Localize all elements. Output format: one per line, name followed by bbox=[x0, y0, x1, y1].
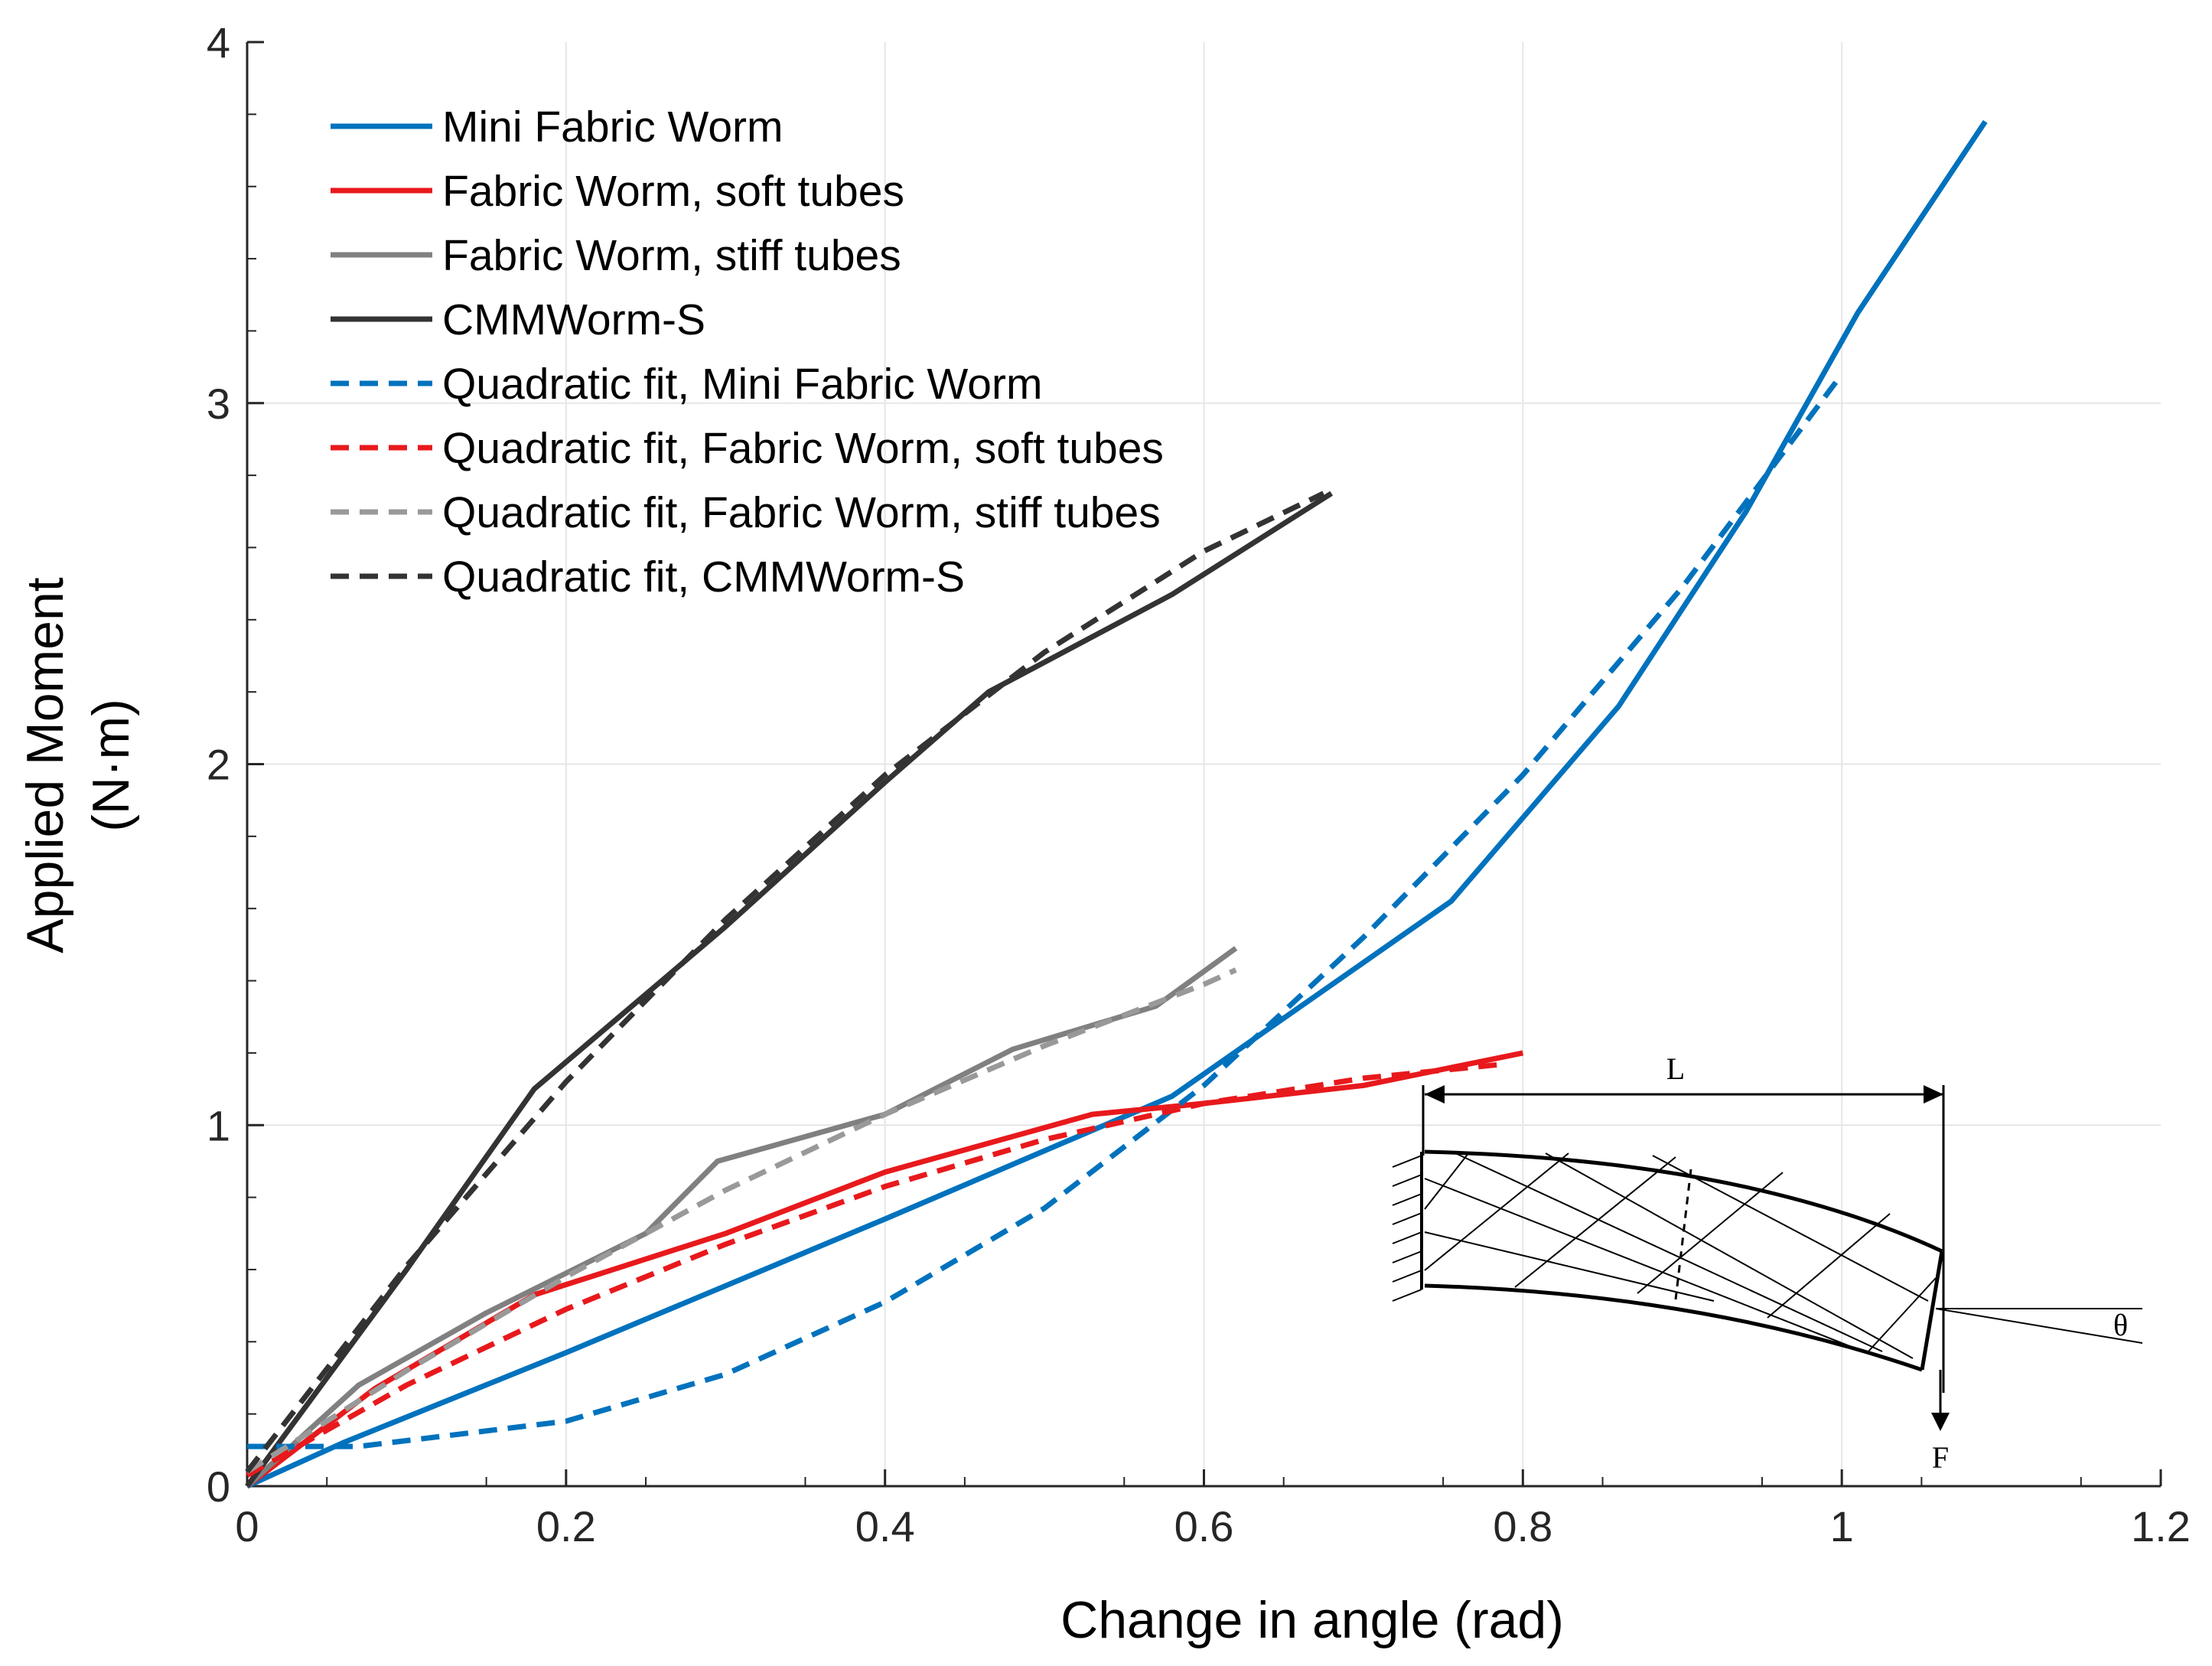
series-line-5 bbox=[247, 372, 1845, 1449]
series-group bbox=[245, 119, 1988, 1489]
x-tick-label: 0.4 bbox=[855, 1502, 915, 1550]
inset-angle-label: θ bbox=[2113, 1308, 2128, 1342]
legend-label-2: Fabric Worm, soft tubes bbox=[442, 167, 904, 216]
x-axis-title: Change in angle (rad) bbox=[1060, 1591, 1564, 1649]
inset-beam-bottom-edge bbox=[1424, 1283, 1923, 1372]
inset-deflection-line bbox=[1935, 1308, 2143, 1344]
series-line-4 bbox=[245, 491, 1334, 1488]
series-line-1 bbox=[246, 119, 1988, 1489]
x-tick-label: 0.8 bbox=[1493, 1502, 1552, 1550]
series-line-3 bbox=[245, 946, 1238, 1488]
inset-length-label: L bbox=[1666, 1051, 1685, 1086]
legend: Mini Fabric Worm Fabric Worm, soft tubes F… bbox=[331, 103, 1164, 602]
inset-beam-diagram: L θ F bbox=[1392, 1051, 2143, 1475]
x-tick-label: 0.2 bbox=[536, 1502, 596, 1550]
legend-label-1: Mini Fabric Worm bbox=[442, 103, 783, 152]
x-tick-label: 1.2 bbox=[2131, 1502, 2191, 1550]
grid-lines bbox=[247, 42, 2161, 1486]
legend-label-4: CMMWorm-S bbox=[442, 295, 705, 344]
series-line-7 bbox=[246, 967, 1237, 1475]
y-tick-label: 4 bbox=[207, 18, 230, 67]
y-axis-title-line1: Applied Moment bbox=[16, 577, 74, 953]
x-tick-label: 0 bbox=[235, 1502, 259, 1550]
inset-beam-end-face bbox=[1920, 1250, 1944, 1371]
legend-label-6: Quadratic fit, Fabric Worm, soft tubes bbox=[442, 424, 1164, 473]
series-line-8 bbox=[245, 491, 1325, 1474]
inset-braid-lines bbox=[1424, 1152, 1937, 1359]
inset-wall-hatching bbox=[1392, 1155, 1422, 1302]
y-axis-title: Applied Moment (N·m) bbox=[16, 577, 140, 953]
y-tick-label: 2 bbox=[207, 741, 230, 789]
legend-label-3: Fabric Worm, stiff tubes bbox=[442, 231, 901, 280]
legend-label-7: Quadratic fit, Fabric Worm, stiff tubes bbox=[442, 488, 1161, 537]
legend-label-5: Quadratic fit, Mini Fabric Worm bbox=[442, 360, 1042, 409]
x-tick-label: 1 bbox=[1830, 1502, 1854, 1550]
y-tick-label: 1 bbox=[207, 1101, 230, 1149]
x-tick-label: 0.6 bbox=[1174, 1502, 1234, 1550]
series-line-6 bbox=[246, 1061, 1507, 1478]
y-tick-label: 3 bbox=[207, 380, 230, 428]
axes: 0 0.2 0.4 0.6 0.8 1 1.2 0 1 2 3 4 bbox=[207, 18, 2191, 1550]
y-tick-label: 0 bbox=[207, 1462, 230, 1511]
inset-length-arrow-right bbox=[1924, 1085, 1943, 1104]
y-axis-title-line2: (N·m) bbox=[82, 699, 140, 832]
inset-length-arrow-left bbox=[1425, 1085, 1445, 1104]
inset-beam-top-edge bbox=[1424, 1149, 1943, 1254]
inset-force-label: F bbox=[1932, 1440, 1949, 1475]
inset-force-arrowhead bbox=[1931, 1413, 1950, 1431]
legend-label-8: Quadratic fit, CMMWorm-S bbox=[442, 553, 965, 602]
